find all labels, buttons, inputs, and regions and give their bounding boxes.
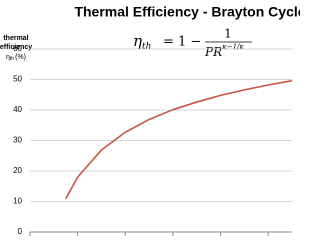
chart: Thermal Efficiency - Brayton Cycle therm… [0, 4, 300, 236]
formula-den: PRκ−1/κ [204, 43, 244, 59]
data-line [65, 79, 293, 200]
y-label: efficiency [0, 44, 32, 51]
formula-lhs: ηth [133, 32, 151, 52]
y-tick-label: 0 [18, 227, 23, 236]
y-label-symbol: ηth(%) [6, 54, 26, 62]
formula-eq: = 1 − [163, 35, 201, 50]
formula: ηth = 1 − 1 PRκ−1/κ [133, 27, 252, 59]
y-tick-label: 50 [13, 75, 22, 84]
y-tick-label: 10 [13, 197, 22, 206]
y-tick-label: 40 [13, 105, 22, 114]
y-tick-label: 20 [13, 166, 22, 175]
formula-num: 1 [224, 27, 232, 41]
chart-title: Thermal Efficiency - Brayton Cycle [74, 4, 300, 20]
y-tick-label: 60 [13, 44, 22, 53]
y-tick-label: 30 [13, 136, 22, 145]
y-label: thermal [3, 35, 28, 42]
